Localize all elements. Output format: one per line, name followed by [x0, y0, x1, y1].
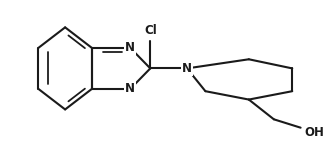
Text: N: N [125, 41, 135, 54]
Text: N: N [125, 82, 135, 95]
Text: OH: OH [304, 126, 324, 139]
Text: N: N [182, 62, 192, 75]
Text: Cl: Cl [144, 24, 157, 37]
